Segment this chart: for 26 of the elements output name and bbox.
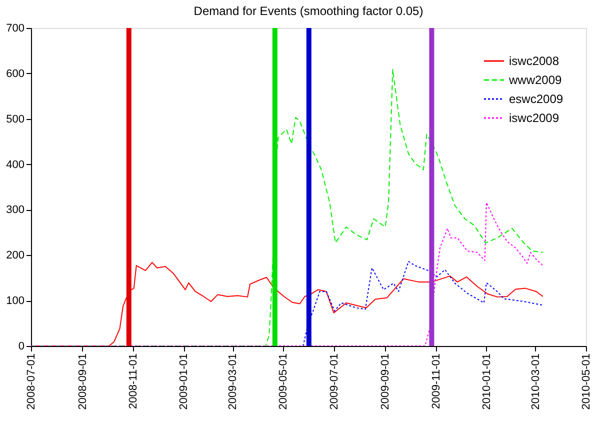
- y-tick-label: 0: [18, 340, 24, 352]
- x-tick-label: 2010-01-01: [480, 354, 493, 410]
- x-tick-label: 2010-05-01: [580, 354, 592, 410]
- x-tick-label: 2008-09-01: [76, 354, 89, 410]
- x-tick-label: 2009-01-01: [178, 354, 190, 410]
- x-tick-label: 2010-03-01: [530, 354, 542, 410]
- y-tick-label: 300: [6, 204, 24, 216]
- x-tick-label: 2009-07-01: [328, 354, 340, 410]
- x-tick-label: 2009-11-01: [430, 354, 442, 409]
- legend-label: eswc2009: [509, 92, 564, 106]
- y-tick-label: 700: [6, 22, 24, 34]
- y-tick-label: 200: [6, 250, 24, 262]
- y-tick-label: 100: [6, 295, 24, 308]
- line-series: [31, 202, 544, 346]
- x-tick-label: 2008-07-01: [26, 354, 38, 410]
- legend-label: www2009: [508, 73, 562, 87]
- legend-label: iswc2009: [509, 111, 560, 125]
- chart-title: Demand for Events (smoothing factor 0.05): [194, 4, 424, 18]
- x-tick-label: 2009-09-01: [380, 354, 392, 410]
- x-tick-label: 2009-03-01: [227, 354, 240, 410]
- y-tick-label: 400: [6, 158, 24, 171]
- x-tick-label: 2008-11-01: [128, 354, 140, 409]
- legend-label: iswc2008: [509, 54, 560, 68]
- y-tick-label: 600: [6, 68, 24, 80]
- y-tick-label: 500: [6, 113, 24, 126]
- x-tick-label: 2009-05-01: [278, 354, 290, 410]
